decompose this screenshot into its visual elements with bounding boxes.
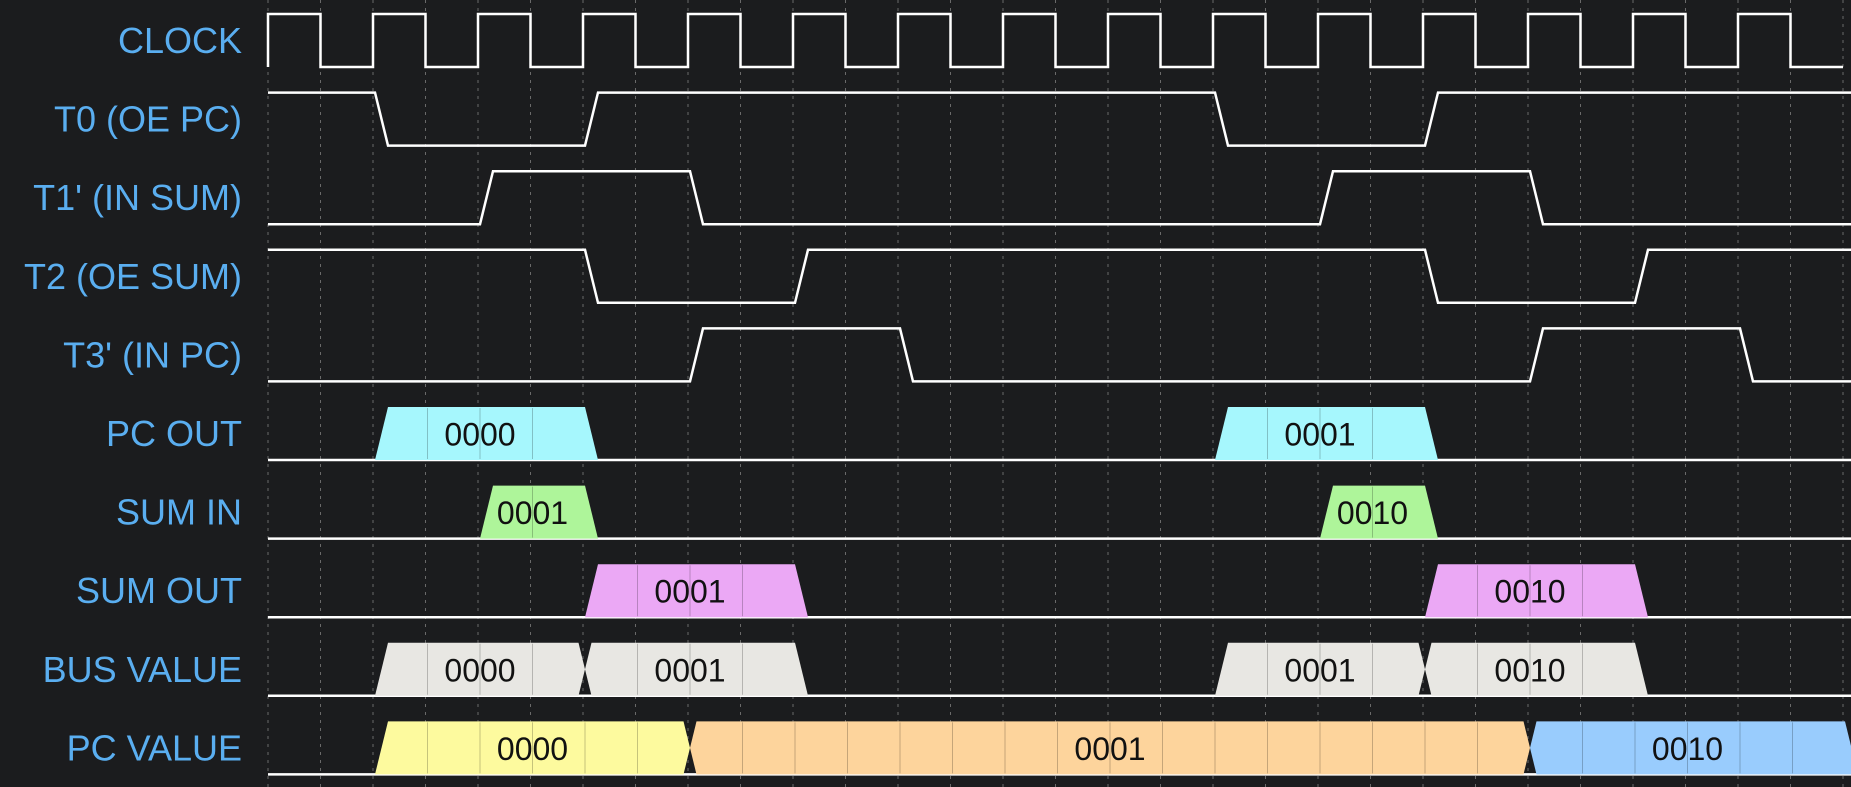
bus-segment-shape — [585, 564, 808, 618]
bus-segment-shape — [1215, 407, 1438, 460]
clock-waveform — [266, 12, 1843, 69]
bus-segment-value: 0001 — [497, 495, 568, 531]
bus-segment-value: 0000 — [497, 731, 568, 767]
bus-segment-value: 0000 — [444, 652, 515, 688]
signal-rows: CLOCK T0 (OE PC) T1' (IN SUM) T2 (OE SUM) T3… — [24, 12, 1851, 776]
bus-segment-value: 0000 — [444, 417, 515, 453]
bus-segment-shape — [1530, 721, 1851, 775]
bus-segment-value: 0001 — [654, 574, 725, 610]
bus-segment-shape — [480, 485, 598, 539]
bus-segment-value: 0010 — [1494, 652, 1565, 688]
bus-segment-value: 0001 — [654, 652, 725, 688]
bus-segment-value: 0001 — [1284, 417, 1355, 453]
bus-segment-value: 0010 — [1652, 731, 1723, 767]
digital-waveform — [268, 248, 1851, 305]
bus-segment-shape — [585, 642, 808, 696]
signal-row: SUM IN 0001 0010 — [116, 485, 1851, 540]
bus-segment-shape — [375, 642, 585, 696]
signal-row: T3' (IN PC) — [63, 327, 1851, 383]
signal-label: SUM OUT — [76, 570, 242, 611]
bus-segment-value: 0010 — [1337, 495, 1408, 531]
bus-segment-value: 0010 — [1494, 574, 1565, 610]
signal-label: T3' (IN PC) — [63, 334, 242, 375]
signal-label: CLOCK — [118, 20, 242, 61]
signal-row: CLOCK — [118, 12, 1843, 69]
signal-label: T0 (OE PC) — [54, 99, 242, 140]
bus-segment-shape — [1425, 642, 1648, 696]
signal-label: T1' (IN SUM) — [33, 177, 242, 218]
signal-label: BUS VALUE — [43, 649, 242, 690]
signal-label: PC OUT — [106, 413, 242, 454]
bus-segment-value: 0001 — [1284, 652, 1355, 688]
bus-segment-shape — [375, 407, 598, 460]
signal-row: BUS VALUE 0000 0001 0001 0010 — [43, 642, 1851, 698]
digital-waveform — [268, 327, 1851, 383]
bus-segment-shape — [1215, 642, 1425, 696]
signal-row: PC OUT 0000 0001 — [106, 407, 1851, 462]
signal-label: PC VALUE — [67, 727, 242, 768]
signal-row: PC VALUE 0000 0001 0010 — [67, 721, 1851, 776]
bus-segment-shape — [1320, 485, 1438, 539]
signal-row: T1' (IN SUM) — [33, 169, 1851, 226]
signal-label: SUM IN — [116, 492, 242, 533]
digital-waveform — [268, 91, 1851, 147]
signal-row: SUM OUT 0001 0010 — [76, 564, 1851, 619]
bus-segment-shape — [375, 721, 690, 775]
digital-waveform — [268, 169, 1851, 226]
bus-segment-value: 0001 — [1074, 731, 1145, 767]
signal-row: T2 (OE SUM) — [24, 248, 1851, 305]
signal-row: T0 (OE PC) — [54, 91, 1851, 147]
bus-segment-shape — [1425, 564, 1648, 618]
signal-label: T2 (OE SUM) — [24, 256, 242, 297]
bus-segment-shape — [690, 721, 1530, 775]
